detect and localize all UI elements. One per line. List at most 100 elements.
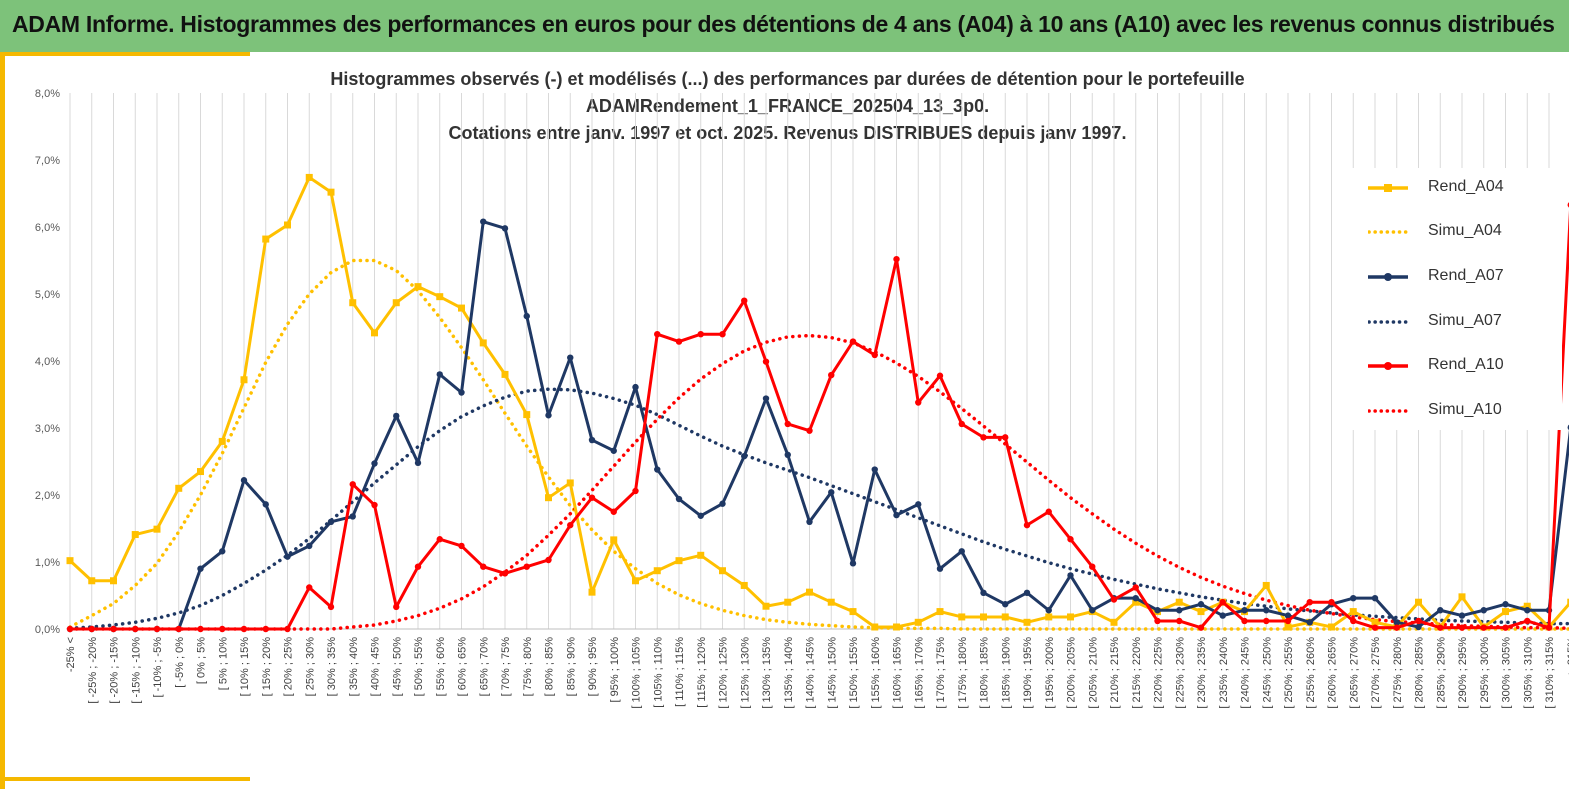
series-rend-a04-point: [1262, 581, 1270, 589]
x-tick-label: [ 275% ; 280%: [1392, 637, 1404, 709]
x-tick-label: [ 210% ; 215%: [1109, 637, 1121, 709]
series-rend-a07-point: [828, 489, 835, 496]
x-tick-label: [ 40% ; 45%: [370, 637, 382, 697]
x-tick-label: [ -20% ; -15%: [109, 637, 121, 704]
series-rend-a10-point: [1045, 508, 1052, 515]
series-rend-a07-point: [1263, 607, 1270, 614]
x-tick-label: [ 280% ; 285%: [1414, 637, 1426, 709]
y-tick-label: 6,0%: [35, 222, 60, 234]
series-rend-a07-point: [240, 477, 248, 484]
series-rend-a10-point: [697, 331, 704, 338]
legend-item-simu-a04: Simu_A04: [1368, 222, 1558, 242]
x-tick-label: [ 120% ; 125%: [718, 637, 730, 709]
header-banner: ADAM Informe. Histogrammes des performan…: [0, 0, 1569, 52]
series-rend-a04-point: [1023, 618, 1031, 626]
series-rend-a07-point: [871, 466, 878, 473]
legend-item-rend-a10: Rend_A10: [1368, 356, 1558, 376]
series-rend-a10-point: [545, 556, 552, 564]
series-rend-a04-point: [1415, 598, 1422, 606]
series-rend-a07-point: [936, 565, 944, 572]
series-rend-a04-point: [110, 577, 117, 585]
series-rend-a10-point: [175, 625, 182, 633]
series-rend-a10-point: [436, 536, 443, 543]
series-rend-a04-point: [479, 339, 487, 347]
series-rend-a07-point: [1480, 607, 1487, 614]
series-rend-a07-point: [893, 511, 900, 519]
series-rend-a04-point: [827, 598, 835, 606]
series-rend-a07-point: [588, 436, 596, 444]
series-rend-a10-point: [393, 603, 400, 611]
series-rend-a04-point: [327, 188, 335, 196]
series-rend-a10-point: [480, 563, 487, 570]
series-rend-a07-point: [1371, 594, 1379, 602]
series-rend-a07-point: [567, 354, 574, 361]
series-rend-a10-point: [980, 434, 987, 441]
series-rend-a04-point: [523, 411, 531, 419]
series-rend-a04-point: [197, 468, 204, 476]
series-rend-a07-point: [1197, 601, 1205, 608]
series-rend-a10-point: [1263, 617, 1270, 625]
x-tick-label: [ -10% ; -5%: [152, 637, 164, 698]
series-rend-a10-point: [958, 420, 965, 428]
series-rend-a10-point: [371, 501, 378, 509]
series-rend-a07-point: [806, 518, 813, 525]
series-rend-a07-point: [915, 501, 922, 508]
series-rend-a10-point: [610, 508, 617, 515]
series-rend-a10-point: [132, 625, 139, 633]
series-rend-a07-point: [327, 518, 335, 525]
series-rend-a10-point: [1371, 624, 1379, 631]
x-tick-label: [ 165% ; 170%: [913, 637, 925, 709]
series-rend-a04-point: [262, 235, 270, 243]
series-rend-a04-point: [501, 370, 509, 378]
series-rend-a04-point: [1328, 623, 1335, 631]
series-rend-a04-point: [936, 608, 944, 616]
series-rend-a07-point: [371, 460, 378, 467]
accent-bar-bottom: [0, 777, 250, 781]
series-rend-a10-point: [240, 625, 248, 633]
series-rend-a07-point: [197, 565, 204, 572]
series-rend-a10-point: [1328, 599, 1335, 606]
series-rend-a04-point: [632, 577, 639, 585]
banner-title: ADAM Informe. Histogrammes des performan…: [12, 11, 1555, 37]
series-rend-a10-point: [1002, 434, 1009, 441]
series-rend-a10-point: [1502, 624, 1509, 631]
x-tick-label: [ 240% ; 245%: [1240, 637, 1252, 709]
x-tick-label: [ 255% ; 260%: [1305, 637, 1317, 709]
x-tick-label: [ 50% ; 55%: [413, 637, 425, 697]
series-rend-a04-point: [1175, 598, 1183, 606]
x-tick-label: [ 95% ; 100%: [609, 637, 621, 703]
x-tick-label: [ 295% ; 300%: [1479, 637, 1491, 709]
series-rend-a10-point: [1176, 617, 1183, 625]
x-tick-label: [ 45% ; 50%: [391, 637, 403, 697]
x-tick-label: [ 100% ; 105%: [631, 637, 643, 709]
x-tick-label: [ 310% ; 315%: [1544, 637, 1556, 709]
legend-swatch-rend-a07: [1368, 273, 1408, 281]
series-rend-a04-point: [980, 613, 987, 621]
series-rend-a10-point: [1241, 617, 1248, 625]
series-rend-a04-point: [153, 525, 161, 533]
x-tick-label: [ 305% ; 310%: [1522, 637, 1534, 709]
x-tick-label: [ 195% ; 200%: [1044, 637, 1056, 709]
series-rend-a04-point: [697, 551, 705, 559]
y-tick-label: 5,0%: [35, 289, 60, 301]
x-tick-label: [ 145% ; 150%: [826, 637, 838, 709]
series-rend-a07-point: [697, 512, 704, 519]
series-rend-a10-point: [1197, 624, 1205, 631]
series-rend-a07-point: [654, 466, 661, 473]
legend-swatch-simu-a10: [1368, 409, 1408, 413]
series-rend-a07-point: [1415, 623, 1422, 631]
series-rend-a10-point: [1350, 617, 1357, 625]
x-tick-label: [ 285% ; 290%: [1435, 637, 1447, 709]
series-rend-a07-point: [349, 513, 356, 520]
accent-bar-top: [0, 52, 250, 56]
series-rend-a10-point: [719, 331, 726, 338]
x-tick-label: [ 25% ; 30%: [304, 637, 316, 697]
x-tick-label: [ -25% ; -20%: [87, 637, 99, 704]
series-rend-a10-point: [262, 625, 269, 633]
series-rend-a10-point: [654, 331, 661, 338]
series-rend-a10-point: [1524, 617, 1531, 625]
series-rend-a04-point: [1110, 618, 1118, 626]
x-tick-label: [ 15% ; 20%: [261, 637, 273, 697]
series-rend-a10-point: [1545, 624, 1553, 631]
series-rend-a07-point: [414, 459, 422, 467]
